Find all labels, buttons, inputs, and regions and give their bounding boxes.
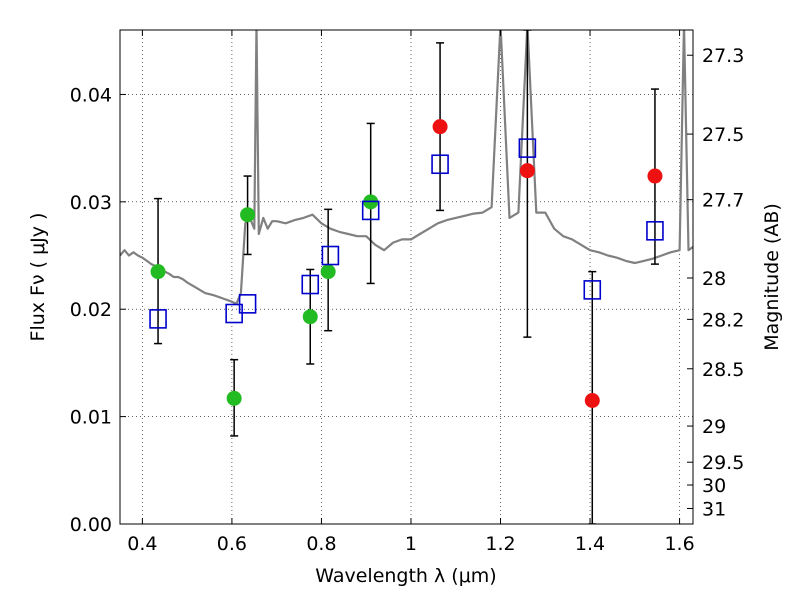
data-point-square [583, 280, 602, 300]
right-tick-label: 30 [702, 475, 726, 497]
data-point-square [431, 154, 449, 175]
right-tick-label: 27.5 [702, 124, 744, 146]
y-axis: 0.00 0.01 0.02 0.03 0.04 [70, 84, 126, 536]
data-point-square [301, 274, 320, 295]
y-tick-label: 0.01 [70, 407, 112, 429]
model-spectrum-line [120, 30, 693, 305]
y-tick-label: 0.02 [70, 299, 112, 321]
data-point-square [518, 138, 537, 158]
x-tick-label: 0.6 [217, 533, 247, 555]
data-point-square [321, 245, 340, 266]
data-point-circle [519, 163, 535, 179]
data-point-circle [150, 264, 166, 280]
markers-layer [149, 119, 664, 408]
x-tick-label: 1 [405, 533, 417, 555]
data-point-square [361, 200, 380, 221]
right-tick-label: 27.3 [702, 45, 744, 67]
right-tick-label: 28 [702, 268, 726, 290]
y-tick-label: 0.04 [70, 84, 112, 106]
x-tick-label: 1.2 [485, 533, 515, 555]
x-tick-label: 1.6 [664, 533, 694, 555]
right-tick-label: 28.5 [702, 359, 744, 381]
right-tick-label: 27.7 [702, 190, 744, 212]
plot-area [120, 30, 693, 524]
right-tick-label: 29.5 [702, 452, 744, 474]
y-tick-label: 0.03 [70, 192, 112, 214]
data-point-circle [226, 390, 242, 406]
y-axis-title: Flux Fν ( μJy ) [27, 213, 49, 342]
data-point-square [646, 221, 664, 241]
data-point-square [238, 294, 257, 314]
right-tick-label: 29 [702, 416, 726, 438]
plot-frame [119, 29, 694, 525]
model-spectrum-layer [120, 30, 693, 305]
data-point-circle [302, 309, 318, 325]
x-tick-label: 1.4 [575, 533, 605, 555]
right-tick-label: 31 [702, 498, 726, 520]
right-axis-title: Magnitude (AB) [761, 203, 783, 351]
x-tick-label: 0.4 [127, 533, 157, 555]
data-point-square [149, 309, 167, 329]
x-tick-label: 0.8 [306, 533, 336, 555]
y-tick-label: 0.00 [70, 514, 112, 536]
data-point-circle [584, 393, 600, 408]
x-axis-title: Wavelength λ (μm) [315, 565, 496, 587]
data-point-circle [647, 168, 663, 184]
x-axis: 0.4 0.6 0.8 1 1.2 1.4 1.6 [127, 30, 695, 555]
data-point-circle [240, 207, 256, 223]
right-tick-label: 28.2 [702, 309, 744, 331]
data-point-circle [432, 119, 448, 135]
data-point-circle [320, 264, 336, 280]
